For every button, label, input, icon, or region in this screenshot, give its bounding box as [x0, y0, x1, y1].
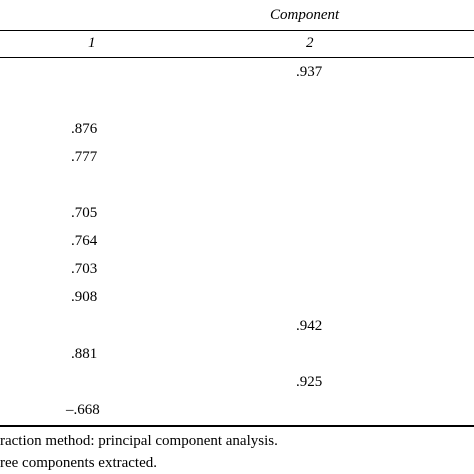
- table-cell: .937: [296, 64, 323, 80]
- table-cell: .925: [296, 374, 323, 390]
- spanner-rule: [0, 30, 474, 31]
- column-header-2: 2: [306, 35, 314, 51]
- header-rule: [0, 57, 474, 58]
- table-cell: .764: [71, 233, 98, 249]
- table-cell: .881: [71, 346, 98, 362]
- table-cell: –.668: [66, 402, 100, 418]
- bottom-rule: [0, 425, 474, 427]
- table-cell: .908: [71, 289, 98, 305]
- column-header-1: 1: [88, 35, 96, 51]
- table-cell: .705: [71, 205, 98, 221]
- table-cell: .942: [296, 318, 323, 334]
- spanner-header: Component: [270, 7, 340, 23]
- table-cell: .876: [71, 121, 98, 137]
- table-cell: .777: [71, 149, 98, 165]
- table-cell: .703: [71, 261, 98, 277]
- table-note: ree components extracted.: [0, 455, 158, 471]
- table-note: raction method: principal component anal…: [0, 433, 278, 449]
